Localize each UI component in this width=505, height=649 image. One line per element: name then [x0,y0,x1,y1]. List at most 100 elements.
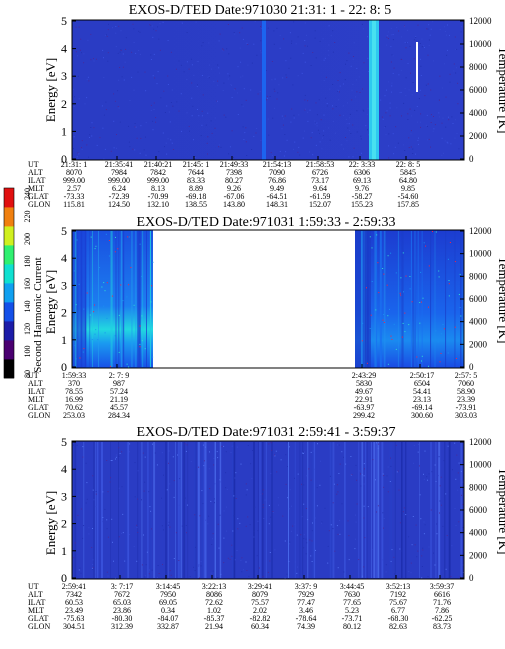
heatmap-cell [337,80,339,81]
heatmap-cell [410,572,412,574]
heatmap-cell [369,328,371,329]
heatmap-cell [144,576,146,578]
heatmap-cell [441,87,443,89]
heatmap-cell [342,105,344,107]
heatmap-cell [363,110,365,112]
heatmap-cell [231,84,233,86]
heatmap-cell [363,475,365,477]
heatmap-cell [306,34,307,36]
table-row-label: ALT [28,590,43,599]
y-tick-label: 2 [61,306,67,320]
y2-tick-label: 6000 [469,505,488,515]
heatmap-cell [223,510,225,512]
heatmap-cell [453,70,455,72]
table-cell: 8070 [66,168,82,177]
heatmap-cell [103,305,105,307]
heatmap-cell [208,468,210,470]
heatmap-cell [443,460,445,462]
heatmap-cell [411,94,413,96]
y-tick-label: 2 [61,97,67,111]
heatmap-cell [283,38,285,40]
table-row-label: ILAT [28,176,45,185]
heatmap-cell [310,479,312,481]
heatmap-cell [233,157,235,158]
heatmap-cell [435,330,437,332]
heatmap-cell [266,95,268,97]
heatmap-cell [97,339,99,341]
heatmap-cell [371,247,373,249]
heatmap-cell [390,560,392,562]
heatmap-cell [345,137,346,138]
heatmap-cell [119,453,121,454]
panel-2-table: UTALTILATMLTGLATGLON1:59:3337078.5516.99… [28,364,477,420]
heatmap-cell [341,451,343,453]
heatmap-cell [301,72,303,74]
heatmap-cell [95,491,97,493]
heatmap-cell [362,88,363,90]
heatmap-cell [462,527,464,528]
table-cell: 7842 [150,168,166,177]
heatmap-cell [416,106,418,107]
heatmap-cell [274,107,276,109]
panel-3-heatmap [72,441,464,579]
heatmap-cell [423,242,425,244]
heatmap-cell [363,566,365,568]
heatmap-cell [317,129,319,131]
heatmap-cell [170,51,172,53]
heatmap-cell [152,261,154,263]
heatmap-cell [430,146,431,148]
heatmap-column [224,442,225,578]
table-cell: 58.90 [457,387,475,396]
heatmap-cell [198,565,200,567]
heatmap-cell [73,270,75,272]
heatmap-column [118,442,119,578]
heatmap-cell [378,443,380,445]
heatmap-cell [259,91,261,93]
heatmap-cell [303,484,305,486]
heatmap-cell [316,505,318,507]
heatmap-cell [446,54,448,56]
y2-tick-label: 8000 [469,271,488,281]
heatmap-cell [194,570,196,571]
heatmap-cell [359,92,361,93]
heatmap-cell [117,248,119,250]
heatmap-cell [408,324,410,326]
heatmap-cell [390,335,392,337]
heatmap-cell [334,42,336,43]
heatmap-cell [388,157,390,159]
heatmap-cell [460,31,462,33]
heatmap-cell [118,314,120,316]
heatmap-cell [222,50,224,52]
heatmap-cell [409,45,411,47]
heatmap-cell [218,72,220,74]
heatmap-cell [195,21,197,23]
heatmap-cell [76,156,78,158]
heatmap-column [137,231,139,367]
heatmap-cell [172,105,174,107]
heatmap-cell [106,460,108,461]
heatmap-cell [78,153,80,155]
table-cell: 3:59:37 [430,582,454,591]
heatmap-cell [127,236,129,238]
heatmap-cell [289,489,291,491]
heatmap-column [419,442,420,578]
heatmap-cell [385,134,387,136]
heatmap-cell [164,146,165,148]
heatmap-cell [90,127,92,128]
heatmap-cell [83,348,85,350]
heatmap-cell [128,366,130,368]
panel-3-title: EXOS-D/TED Date:971031 2:59:41 - 3:59:37 [137,425,396,440]
heatmap-cell [118,79,120,81]
heatmap-cell [217,457,219,459]
table-cell: 7060 [458,379,474,388]
heatmap-cell [124,61,126,63]
heatmap-cell [244,132,246,134]
heatmap-cell [225,451,227,453]
heatmap-column [147,442,149,578]
heatmap-cell [104,508,106,510]
heatmap-cell [88,156,90,158]
heatmap-cell [83,53,85,55]
heatmap-cell [430,122,432,123]
heatmap-cell [155,121,157,123]
